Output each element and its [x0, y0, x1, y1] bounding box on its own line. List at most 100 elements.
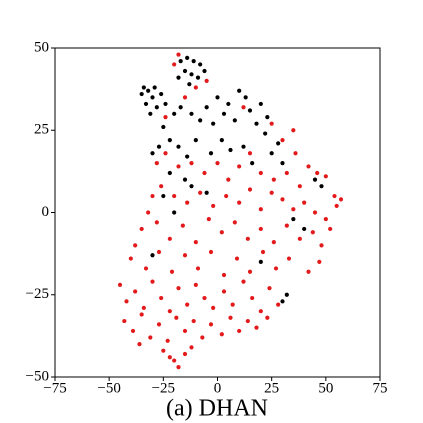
scatter-point — [176, 52, 181, 57]
scatter-point — [174, 315, 179, 320]
scatter-point — [139, 312, 144, 317]
scatter-point — [250, 161, 255, 166]
scatter-point — [241, 144, 246, 149]
scatter-point — [198, 62, 203, 67]
scatter-point — [237, 328, 242, 334]
scatter-point — [169, 269, 175, 274]
scatter-point — [161, 348, 166, 353]
scatter-point — [258, 259, 263, 264]
scatter-point — [269, 151, 274, 156]
scatter-point — [319, 184, 324, 189]
x-tick-label: 50 — [318, 380, 333, 396]
scatter-point — [208, 322, 214, 327]
scatter-point — [176, 75, 181, 80]
scatter-point — [185, 200, 190, 205]
scatter-point — [182, 68, 188, 74]
scatter-point — [254, 325, 259, 330]
scatter-point — [312, 177, 318, 182]
scatter-point — [150, 279, 155, 284]
scatter-point — [193, 85, 198, 90]
scatter-point — [182, 253, 188, 258]
scatter-point — [302, 200, 307, 205]
scatter-point — [150, 95, 155, 100]
scatter-point — [232, 220, 237, 225]
scatter-point — [156, 249, 162, 255]
scatter-point — [141, 305, 146, 311]
scatter-point — [172, 111, 177, 116]
scatter-point — [148, 335, 153, 340]
scatter-point — [280, 197, 285, 202]
scatter-point — [338, 197, 344, 202]
scatter-point — [219, 138, 224, 143]
scatter-point — [193, 240, 198, 245]
scatter-point — [204, 105, 209, 110]
scatter-point — [185, 302, 190, 307]
x-tick-label: −50 — [97, 380, 120, 396]
scatter-point — [172, 210, 177, 215]
scatter-point — [306, 164, 311, 169]
scatter-point — [117, 282, 123, 287]
scatter-point — [323, 216, 328, 222]
y-tick-label: 25 — [34, 122, 49, 138]
scatter-point — [211, 121, 216, 126]
scatter-point — [276, 141, 281, 146]
scatter-point — [291, 207, 296, 212]
scatter-point — [271, 240, 276, 245]
scatter-point — [191, 59, 196, 64]
scatter-point — [280, 299, 285, 304]
scatter-point — [122, 318, 127, 324]
scatter-point — [180, 223, 185, 228]
scatter-point — [247, 108, 253, 113]
scatter-point — [204, 78, 209, 83]
scatter-point — [143, 101, 149, 107]
scatter-point — [195, 266, 201, 271]
scatter-point — [293, 151, 298, 156]
scatter-point — [297, 184, 302, 189]
scatter-point — [146, 88, 151, 93]
scatter-point — [302, 226, 307, 232]
scatter-point — [176, 164, 181, 169]
scatter-point — [172, 358, 177, 363]
scatter-point — [198, 118, 203, 123]
scatter-point — [284, 223, 289, 228]
scatter-point — [130, 328, 136, 334]
scatter-point — [159, 184, 164, 189]
y-tick-label: 50 — [34, 39, 49, 55]
scatter-point — [208, 151, 214, 156]
scatter-point — [150, 193, 155, 199]
scatter-point — [323, 174, 328, 179]
scatter-point — [312, 210, 318, 215]
scatter-point — [198, 190, 203, 195]
scatter-point — [204, 190, 209, 195]
scatter-point — [185, 154, 190, 159]
scatter-point — [265, 114, 270, 120]
scatter-point — [176, 144, 181, 149]
scatter-point — [182, 351, 188, 357]
scatter-point — [250, 295, 255, 301]
scatter-point — [189, 72, 194, 77]
scatter-point — [245, 236, 250, 241]
scatter-point — [189, 184, 194, 189]
scatter-point — [156, 322, 162, 327]
scatter-point — [178, 105, 183, 110]
scatter-point — [176, 286, 181, 291]
scatter-point — [139, 226, 144, 232]
scatter-point — [228, 147, 233, 153]
scatter-point — [154, 220, 159, 225]
scatter-point — [219, 332, 224, 337]
scatter-point — [260, 249, 266, 255]
scatter-point — [221, 111, 227, 116]
scatter-point — [187, 82, 192, 87]
scatter-point — [161, 124, 166, 130]
scatter-point — [167, 236, 172, 241]
scatter-point — [163, 151, 168, 156]
scatter-point — [137, 342, 142, 347]
scatter-point — [206, 216, 211, 222]
x-tick-label: 75 — [373, 380, 388, 396]
scatter-point — [263, 131, 268, 136]
scatter-point — [163, 114, 168, 120]
scatter-point — [202, 170, 207, 176]
scatter-point — [221, 272, 227, 278]
scatter-point — [258, 170, 263, 176]
